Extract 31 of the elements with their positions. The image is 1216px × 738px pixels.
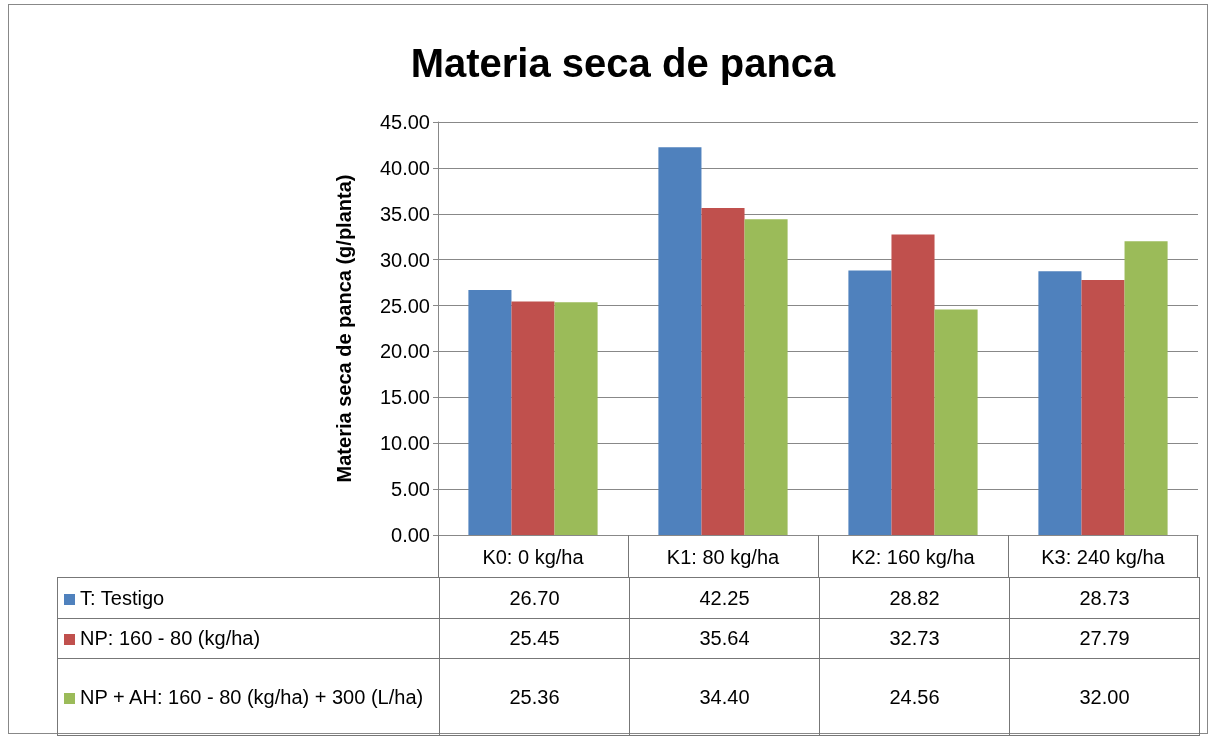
data-label: 25.45 — [439, 618, 630, 659]
y-tick-label: 30.00 — [379, 248, 430, 271]
y-tick-label: 20.00 — [379, 340, 430, 363]
y-tick-label: 15.00 — [379, 386, 430, 409]
y-axis-title: Materia seca de panca (g/planta) — [333, 174, 355, 483]
x-tick-label: K1: 80 kg/ha — [666, 546, 781, 568]
y-tick-label: 25.00 — [379, 294, 430, 317]
x-tick-label: K3: 240 kg/ha — [1041, 546, 1166, 568]
data-label: 42.25 — [629, 577, 820, 619]
data-label: 32.73 — [819, 618, 1010, 659]
y-tick-label: 10.00 — [379, 432, 430, 455]
y-tick-label: 35.00 — [379, 202, 430, 225]
legend-label: NP + AH: 160 - 80 (kg/ha) + 300 (L/ha) — [57, 658, 440, 736]
legend-label: T: Testigo — [57, 577, 440, 619]
y-tick-label: 45.00 — [379, 111, 430, 133]
data-label: 25.36 — [439, 658, 630, 736]
x-tick-label: K0: 0 kg/ha — [482, 546, 585, 568]
data-label: 28.82 — [819, 577, 1010, 619]
y-tick-label: 5.00 — [391, 478, 430, 501]
x-tick-label: K2: 160 kg/ha — [851, 546, 976, 568]
chart-title: Materia seca de panca — [410, 41, 837, 85]
data-label: 28.73 — [1009, 577, 1200, 619]
legend-label: NP: 160 - 80 (kg/ha) — [57, 618, 440, 659]
data-label: 34.40 — [629, 658, 820, 736]
data-label: 26.70 — [439, 577, 630, 619]
y-tick-label: 40.00 — [379, 156, 430, 179]
y-tick-label: 0.00 — [391, 524, 430, 546]
data-label: 24.56 — [819, 658, 1010, 736]
data-label: 32.00 — [1009, 658, 1200, 736]
data-label: 35.64 — [629, 618, 820, 659]
data-label: 27.79 — [1009, 618, 1200, 659]
